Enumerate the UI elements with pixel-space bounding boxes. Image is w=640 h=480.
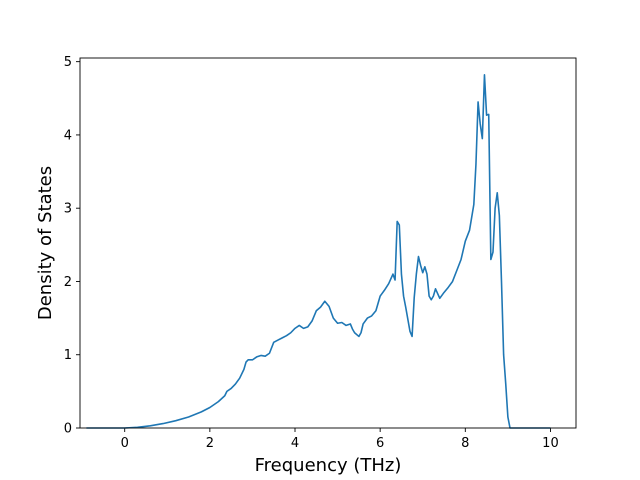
series-line [86,74,551,429]
x-tick-label: 10 [542,436,559,451]
y-tick-label: 0 [64,422,72,437]
y-tick-label: 5 [64,55,72,70]
y-tick-label: 4 [64,128,72,143]
x-tick-label: 6 [376,436,384,451]
y-axis-label: Density of States [35,166,56,320]
x-axis-label: Frequency (THz) [255,455,402,476]
x-tick-label: 8 [461,436,469,451]
plot-frame [79,57,577,429]
y-axis-ticks: 0 1 2 3 4 5 [64,55,80,437]
x-tick-label: 0 [121,436,129,451]
plot-background [80,58,576,428]
x-tick-label: 2 [206,436,214,451]
y-tick-label: 1 [64,348,72,363]
y-tick-label: 3 [64,202,72,217]
x-axis-ticks: 0 2 4 6 8 10 [121,428,559,451]
y-tick-label: 2 [64,275,72,290]
x-tick-label: 4 [291,436,299,451]
